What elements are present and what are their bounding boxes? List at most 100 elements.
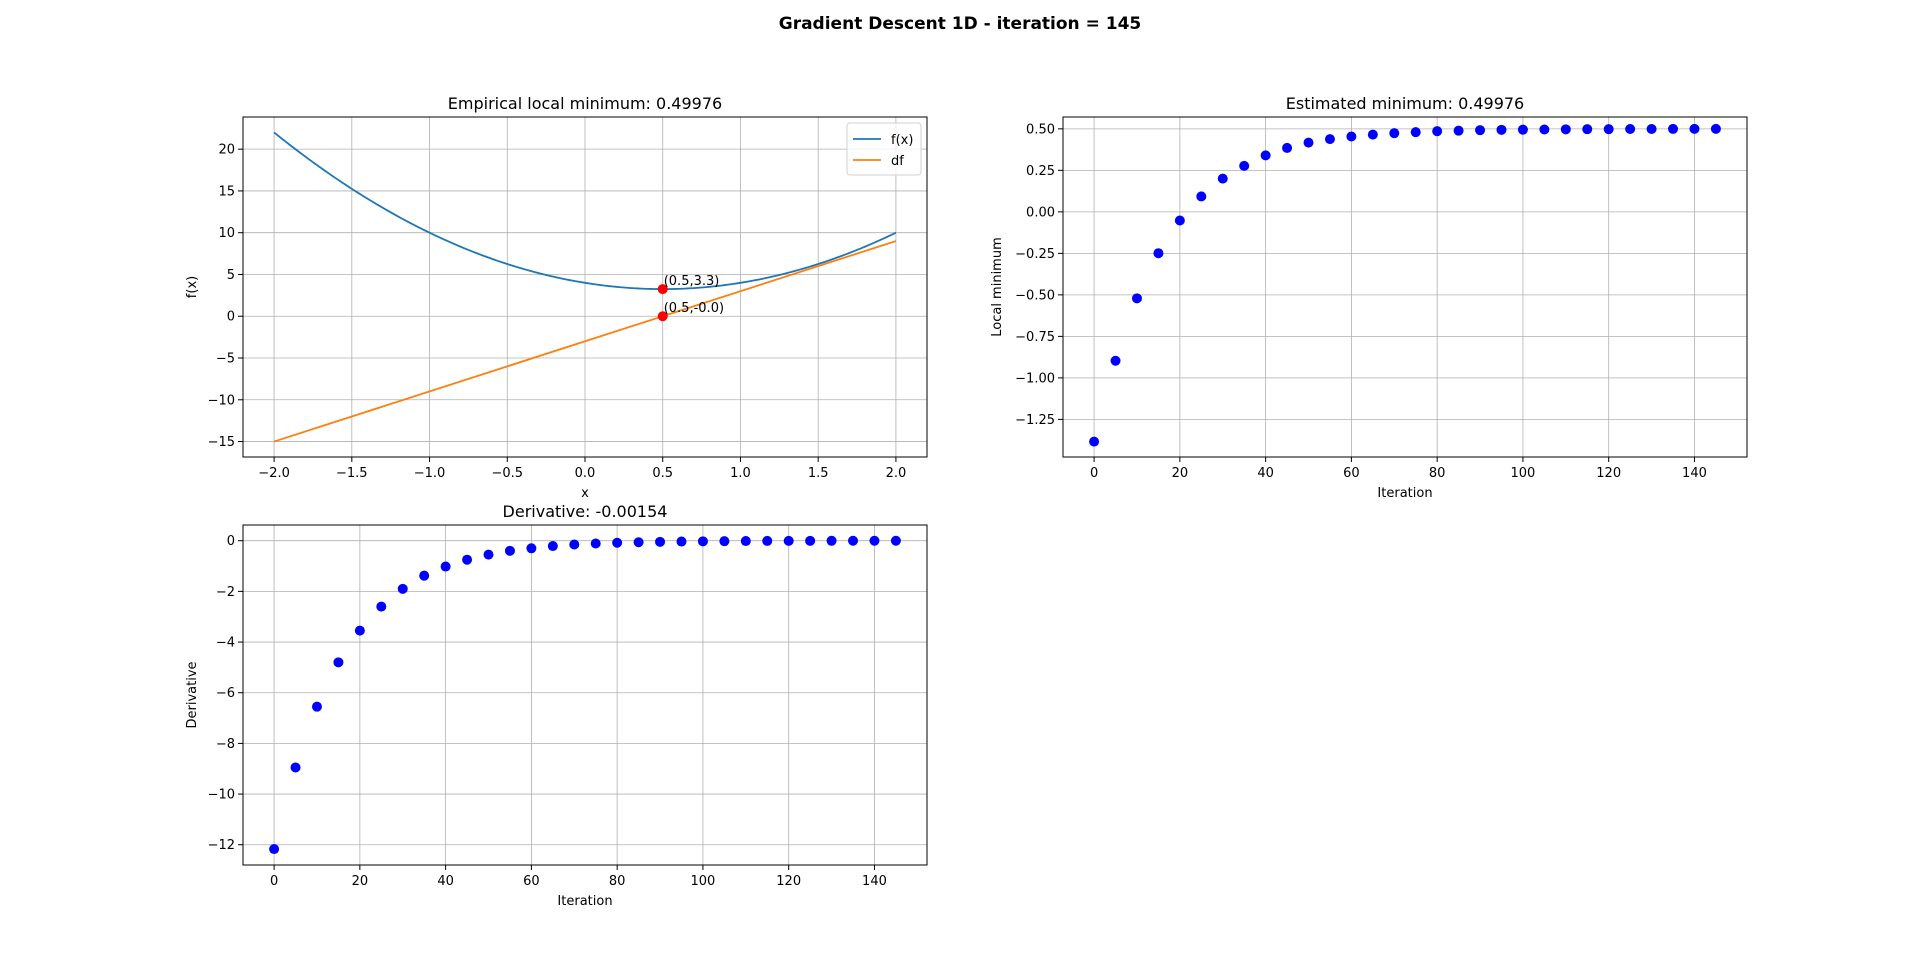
y-axis-label: f(x) — [185, 276, 200, 298]
plot-area — [273, 131, 897, 443]
data-point — [547, 541, 558, 552]
figure-title: Gradient Descent 1D - iteration = 145 — [778, 14, 1142, 34]
data-point — [397, 583, 408, 594]
data-point — [783, 535, 794, 546]
x-tick-label: −0.5 — [491, 466, 523, 481]
x-tick-label: 0.0 — [575, 466, 596, 481]
axes-frame — [242, 524, 928, 866]
data-point — [419, 570, 430, 581]
x-tick-label: 0 — [270, 874, 278, 889]
subplot-title: Derivative: -0.00154 — [503, 502, 668, 521]
data-point — [1131, 293, 1142, 304]
subplot-title: Estimated minimum: 0.49976 — [1286, 94, 1524, 113]
data-point — [483, 549, 494, 560]
data-point — [762, 535, 773, 546]
data-point — [1153, 248, 1164, 259]
x-tick-label: −1.5 — [336, 466, 368, 481]
data-point — [890, 535, 901, 546]
y-tick-label: −8 — [216, 737, 235, 752]
y-tick-label: −0.25 — [1015, 247, 1055, 262]
data-point — [1582, 124, 1593, 135]
x-tick-label: 2.0 — [886, 466, 907, 481]
data-point — [1089, 436, 1100, 447]
data-point — [740, 536, 751, 547]
point-annotation: (0.5,3.3) — [664, 274, 720, 289]
y-tick-label: −10 — [208, 788, 235, 803]
data-point — [1475, 125, 1486, 136]
legend-box — [846, 122, 922, 176]
x-tick-label: 40 — [437, 874, 454, 889]
y-axis-label: Local minimum — [990, 237, 1005, 337]
plot-area — [1089, 123, 1721, 447]
data-point — [612, 537, 623, 548]
y-tick-label: 0.00 — [1026, 205, 1055, 220]
x-axis-label: x — [581, 486, 589, 501]
x-tick-label: 60 — [523, 874, 540, 889]
x-axis-label: Iteration — [1377, 486, 1432, 501]
legend-label: f(x) — [891, 133, 913, 148]
x-tick-label: 1.5 — [808, 466, 829, 481]
data-point — [504, 545, 515, 556]
legend: f(x) df — [846, 122, 922, 176]
x-axis-label: Iteration — [557, 894, 612, 909]
data-point — [590, 538, 601, 549]
data-point — [1432, 126, 1443, 137]
x-tick-label: −1.0 — [414, 466, 446, 481]
data-point — [633, 537, 644, 548]
subplot-2: 0 20 40 60 80 100 120 140 −1.25 −1.00 −0.75 −0.50 −0… — [990, 94, 1748, 501]
data-point — [290, 762, 301, 773]
data-point — [526, 543, 537, 554]
x-tick-label: 100 — [1511, 466, 1536, 481]
data-point — [1174, 215, 1185, 226]
y-tick-label: −1.25 — [1015, 413, 1055, 428]
y-tick-label: −1.00 — [1015, 371, 1055, 386]
series-line-f(x) — [273, 131, 897, 290]
x-tick-label: 80 — [609, 874, 626, 889]
y-tick-label: 0.50 — [1026, 122, 1055, 137]
data-point — [1603, 124, 1614, 135]
y-tick-label: 20 — [218, 143, 235, 158]
y-tick-label: 0 — [227, 534, 235, 549]
y-tick-label: −10 — [208, 393, 235, 408]
data-point — [1239, 160, 1250, 171]
data-point — [826, 535, 837, 546]
data-point — [1389, 128, 1400, 139]
data-point — [333, 657, 344, 668]
data-point — [697, 536, 708, 547]
data-point — [676, 536, 687, 547]
data-point — [1346, 131, 1357, 142]
data-point — [1453, 125, 1464, 136]
data-point — [1517, 124, 1528, 135]
marked-point — [657, 311, 668, 322]
x-tick-label: 0 — [1090, 466, 1098, 481]
axes-frame — [242, 116, 928, 458]
data-point — [1410, 127, 1421, 138]
y-tick-label: 0 — [227, 310, 235, 325]
x-tick-label: 140 — [862, 874, 887, 889]
data-point — [311, 701, 322, 712]
x-tick-label: 20 — [352, 874, 369, 889]
data-point — [1260, 150, 1271, 161]
x-tick-label: 60 — [1343, 466, 1360, 481]
plot-area — [269, 535, 901, 855]
y-tick-label: −2 — [216, 585, 235, 600]
data-point — [1496, 124, 1507, 135]
data-point — [569, 539, 580, 550]
x-tick-label: 100 — [691, 874, 716, 889]
data-point — [848, 535, 859, 546]
x-tick-label: 80 — [1429, 466, 1446, 481]
x-tick-label: 0.5 — [652, 466, 673, 481]
y-tick-label: 5 — [227, 268, 235, 283]
data-point — [1539, 124, 1550, 135]
x-tick-label: −2.0 — [258, 466, 290, 481]
y-tick-label: −5 — [216, 352, 235, 367]
y-tick-label: 10 — [218, 226, 235, 241]
x-tick-label: 140 — [1682, 466, 1707, 481]
data-point — [1668, 123, 1679, 134]
data-point — [462, 554, 473, 565]
y-tick-label: −15 — [208, 435, 235, 450]
data-point — [1110, 355, 1121, 366]
x-tick-label: 40 — [1257, 466, 1274, 481]
data-point — [655, 536, 666, 547]
data-point — [1625, 124, 1636, 135]
